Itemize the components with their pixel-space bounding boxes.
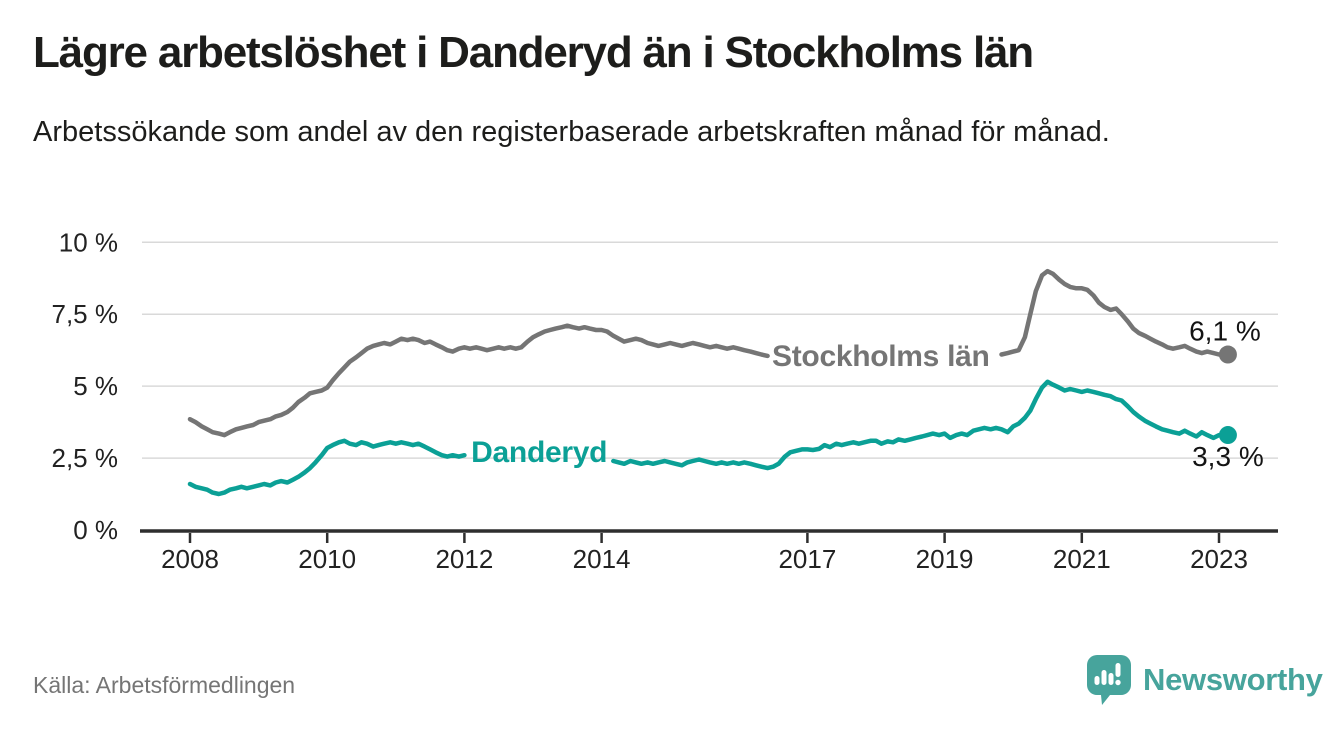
logo-exclamation-bar [1115,663,1121,677]
series-line [999,268,1231,357]
series-end-dot [1218,426,1237,445]
series-line [187,438,467,497]
y-tick-label: 7,5 % [52,299,119,329]
brand-name: Newsworthy [1143,662,1323,697]
series-end-dot [1218,345,1237,364]
gridlines [142,241,1278,459]
x-tick-label: 2019 [916,544,974,574]
source-note: Källa: Arbetsförmedlingen [33,672,296,698]
series-line [187,323,770,438]
logo-bar-2 [1101,670,1107,685]
page-title: Lägre arbetslöshet i Danderyd än i Stock… [33,28,1034,77]
y-tick-label: 5 % [73,371,118,401]
x-tick-label: 2008 [161,544,219,574]
x-tick-label: 2017 [778,544,836,574]
x-tick-label: 2012 [435,544,493,574]
x-tick-label: 2023 [1190,544,1248,574]
series-label: Danderyd [471,436,607,469]
end-value-label: 6,1 % [1189,316,1261,347]
series-label: Stockholms län [772,340,990,373]
x-tick-label: 2010 [298,544,356,574]
newsworthy-logo[interactable]: Newsworthy [1084,652,1323,708]
y-tick-label: 0 % [73,515,118,545]
data-series [187,268,1237,497]
newsworthy-bubble-icon [1087,655,1131,705]
chart-labels: Stockholms län 6,1 % Danderyd 3,3 % [471,316,1264,473]
x-tick-label: 2021 [1053,544,1111,574]
axes: 0 % 2,5 % 5 % 7,5 % 10 % 2008 2010 2012 2014 2017… [52,227,1278,574]
logo-bar-3 [1108,673,1114,685]
logo-bar-1 [1094,676,1100,685]
series-line [611,379,1231,471]
x-tick-label: 2014 [573,544,631,574]
logo-exclamation-dot [1115,679,1121,686]
end-value-label: 3,3 % [1192,441,1264,472]
chart-subtitle: Arbetssökande som andel av den registerb… [33,116,1110,148]
y-tick-label: 10 % [59,227,118,257]
y-tick-label: 2,5 % [52,443,119,473]
